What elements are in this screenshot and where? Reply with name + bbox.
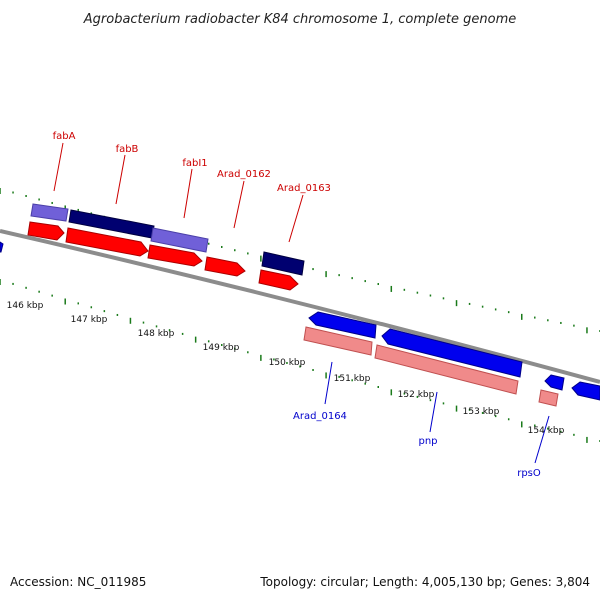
tick-label: 150 kbp <box>269 358 306 368</box>
leader-fabB <box>115 154 126 205</box>
leader-arad-0162 <box>233 180 245 229</box>
label-arad-0162[interactable]: Arad_0162 <box>217 169 271 180</box>
gene-rpsO[interactable] <box>538 389 559 407</box>
cds-arad-0163[interactable] <box>258 269 299 291</box>
leader-fabA <box>53 142 64 192</box>
tick-label: 152 kbp <box>398 390 435 400</box>
cds-fabA[interactable] <box>27 221 65 241</box>
cds-pnp[interactable] <box>381 328 523 378</box>
tick-label: 151 kbp <box>334 374 371 384</box>
forward-labels: fabA fabB fabI1 Arad_0162 Arad_0163 <box>53 131 331 243</box>
gene-arad-0163[interactable] <box>261 251 305 276</box>
gene-pnp[interactable] <box>374 344 519 395</box>
accession: Accession: NC_011985 <box>10 575 146 589</box>
label-rpsO[interactable]: rpsO <box>517 468 541 479</box>
reverse-strand <box>0 241 600 407</box>
label-fabI1[interactable]: fabI1 <box>182 158 207 169</box>
leader-fabI1 <box>183 168 193 219</box>
gene-fabA[interactable] <box>30 203 69 222</box>
cds-fabI1[interactable] <box>147 244 203 267</box>
tick-label: 149 kbp <box>203 343 240 353</box>
label-fabB[interactable]: fabB <box>116 144 139 155</box>
label-pnp[interactable]: pnp <box>418 436 437 447</box>
reverse-labels: Arad_0164 pnp rpsO <box>293 361 550 479</box>
leader-rpsO <box>534 415 550 464</box>
scale-ticks: 146 kbp 147 kbp 148 kbp 149 kbp 150 kbp … <box>7 301 565 436</box>
gene-fabI1[interactable] <box>150 227 209 253</box>
tick-label: 154 kbp <box>528 426 565 436</box>
chromosome-backbone <box>0 229 600 384</box>
tick-label: 147 kbp <box>71 315 108 325</box>
gene-arad-0164[interactable] <box>303 326 373 356</box>
tick-label: 153 kbp <box>463 407 500 417</box>
cds-fabB[interactable] <box>65 227 149 257</box>
tick-label: 146 kbp <box>7 301 44 311</box>
tick-label: 148 kbp <box>138 329 175 339</box>
leader-pnp <box>429 391 438 433</box>
cds-arad-0162[interactable] <box>204 256 246 277</box>
label-arad-0163[interactable]: Arad_0163 <box>277 183 331 194</box>
cds-prev-left[interactable] <box>0 241 4 253</box>
map-title: Agrobacterium radiobacter K84 chromosome… <box>83 12 516 27</box>
genome-summary: Topology: circular; Length: 4,005,130 bp… <box>259 575 590 589</box>
label-arad-0164[interactable]: Arad_0164 <box>293 411 347 422</box>
forward-strand <box>27 203 305 291</box>
gc-track-inner <box>0 279 600 443</box>
cds-arad-0164[interactable] <box>308 311 377 339</box>
cds-next-right[interactable] <box>571 381 600 401</box>
label-fabA[interactable]: fabA <box>53 131 76 142</box>
cds-rpsO[interactable] <box>544 374 565 391</box>
leader-arad-0164 <box>324 361 333 405</box>
leader-arad-0163 <box>288 194 304 243</box>
